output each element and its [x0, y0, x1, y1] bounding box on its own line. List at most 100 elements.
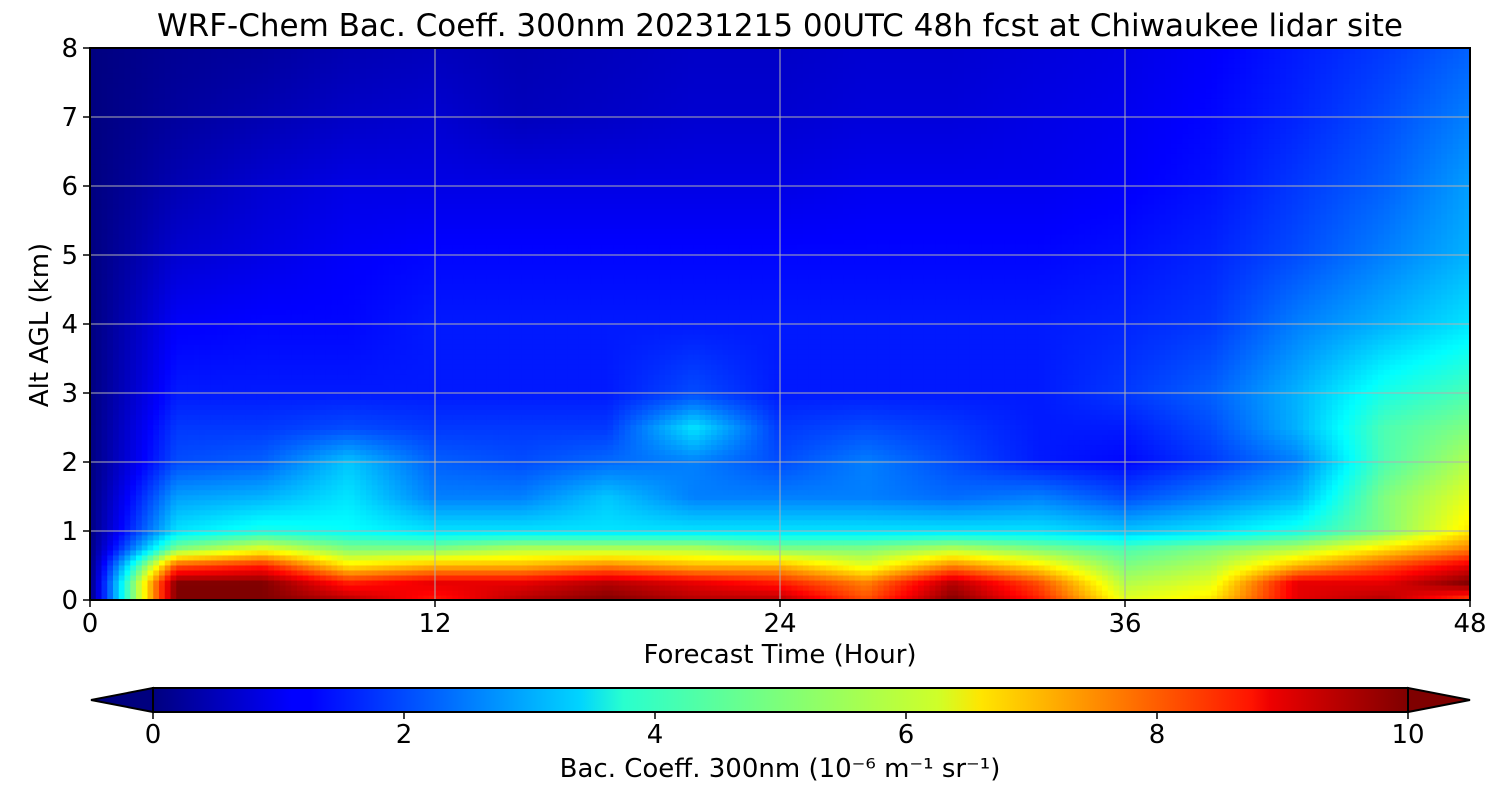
heatmap-cell — [999, 495, 1005, 501]
heatmap-cell — [1033, 550, 1039, 556]
heatmap-cell — [1206, 585, 1212, 591]
heatmap-cell — [148, 580, 154, 586]
heatmap-cell — [228, 505, 234, 511]
heatmap-cell — [1269, 505, 1275, 511]
heatmap-cell — [1085, 575, 1091, 581]
heatmap-cell — [527, 575, 533, 581]
heatmap-cell — [1229, 580, 1235, 586]
heatmap-cell — [1165, 520, 1171, 526]
heatmap-cell — [711, 495, 717, 501]
heatmap-cell — [378, 545, 384, 551]
heatmap-cell — [320, 500, 326, 506]
heatmap-cell — [1142, 560, 1148, 566]
heatmap-cell — [648, 565, 654, 571]
heatmap-cell — [1102, 520, 1108, 526]
heatmap-cell — [1367, 540, 1373, 546]
heatmap-cell — [1148, 565, 1154, 571]
heatmap-cell — [1436, 520, 1442, 526]
heatmap-cell — [751, 555, 757, 561]
heatmap-cell — [1050, 540, 1056, 546]
heatmap-cell — [723, 505, 729, 511]
heatmap-cell — [947, 550, 953, 556]
heatmap-cell — [171, 560, 177, 566]
heatmap-cell — [866, 545, 872, 551]
heatmap-cell — [268, 590, 274, 596]
heatmap-cell — [1165, 555, 1171, 561]
heatmap-cell — [343, 495, 349, 501]
heatmap-cell — [1027, 540, 1033, 546]
heatmap-cell — [527, 565, 533, 571]
heatmap-cell — [889, 570, 895, 576]
heatmap-cell — [941, 550, 947, 556]
heatmap-cell — [889, 555, 895, 561]
heatmap-cell — [1321, 520, 1327, 526]
heatmap-cell — [481, 540, 487, 546]
heatmap-cell — [1315, 590, 1321, 596]
heatmap-cell — [234, 580, 240, 586]
heatmap-cell — [1154, 575, 1160, 581]
heatmap-cell — [452, 505, 458, 511]
heatmap-cell — [567, 580, 573, 586]
heatmap-cell — [320, 495, 326, 501]
heatmap-cell — [953, 585, 959, 591]
heatmap-cell — [1401, 500, 1407, 506]
heatmap-cell — [1079, 500, 1085, 506]
heatmap-cell — [556, 570, 562, 576]
heatmap-cell — [424, 510, 430, 516]
heatmap-cell — [976, 520, 982, 526]
heatmap-cell — [383, 545, 389, 551]
heatmap-cell — [585, 550, 591, 556]
heatmap-cell — [895, 545, 901, 551]
heatmap-cell — [717, 570, 723, 576]
heatmap-cell — [1240, 545, 1246, 551]
heatmap-cell — [993, 515, 999, 521]
heatmap-cell — [504, 575, 510, 581]
heatmap-cell — [993, 580, 999, 586]
heatmap-cell — [245, 535, 251, 541]
heatmap-cell — [291, 535, 297, 541]
heatmap-cell — [1200, 565, 1206, 571]
heatmap-cell — [1137, 515, 1143, 521]
heatmap-cell — [924, 550, 930, 556]
heatmap-cell — [142, 575, 148, 581]
heatmap-cell — [567, 495, 573, 501]
heatmap-cell — [228, 555, 234, 561]
heatmap-cell — [809, 550, 815, 556]
heatmap-cell — [1108, 525, 1114, 531]
heatmap-cell — [826, 535, 832, 541]
heatmap-cell — [303, 535, 309, 541]
heatmap-cell — [1073, 525, 1079, 531]
heatmap-cell — [464, 560, 470, 566]
heatmap-cell — [677, 510, 683, 516]
heatmap-cell — [194, 535, 200, 541]
heatmap-cell — [769, 520, 775, 526]
heatmap-cell — [510, 560, 516, 566]
heatmap-cell — [556, 565, 562, 571]
heatmap-cell — [619, 565, 625, 571]
heatmap-cell — [1177, 535, 1183, 541]
heatmap-cell — [303, 525, 309, 531]
heatmap-cell — [1453, 585, 1459, 591]
heatmap-cell — [96, 590, 102, 596]
heatmap-cell — [268, 545, 274, 551]
heatmap-cell — [1280, 500, 1286, 506]
heatmap-cell — [447, 545, 453, 551]
heatmap-cell — [337, 495, 343, 501]
heatmap-cell — [878, 590, 884, 596]
heatmap-cell — [579, 560, 585, 566]
heatmap-cell — [251, 550, 257, 556]
heatmap-cell — [1269, 515, 1275, 521]
heatmap-cell — [1200, 580, 1206, 586]
heatmap-cell — [935, 540, 941, 546]
heatmap-cell — [711, 555, 717, 561]
heatmap-cell — [493, 545, 499, 551]
heatmap-cell — [872, 515, 878, 521]
heatmap-cell — [1407, 535, 1413, 541]
heatmap-cell — [1211, 580, 1217, 586]
heatmap-cell — [297, 570, 303, 576]
heatmap-cell — [763, 545, 769, 551]
heatmap-cell — [1223, 590, 1229, 596]
heatmap-cell — [895, 575, 901, 581]
heatmap-cell — [401, 515, 407, 521]
heatmap-cell — [349, 495, 355, 501]
